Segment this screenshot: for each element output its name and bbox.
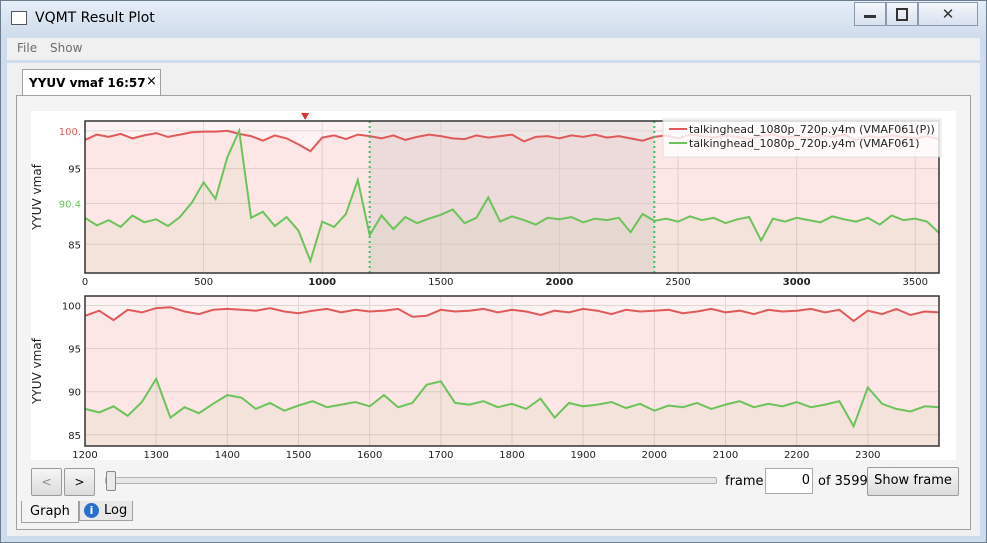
x-tick-label: 2000 <box>642 450 667 461</box>
x-tick-label: 1600 <box>357 450 382 461</box>
series-line <box>84 376 940 429</box>
x-tick-label: 3500 <box>903 277 928 288</box>
y-tick-label: 90 <box>68 388 81 399</box>
title-bar: VQMT Result Plot ✕ <box>1 1 986 37</box>
bottom-tab[interactable]: Graph <box>21 501 79 523</box>
x-tick-label: 3000 <box>783 277 811 288</box>
x-tick-label: 2200 <box>784 450 809 461</box>
series-area <box>85 130 939 273</box>
frame-input[interactable]: 0 <box>765 468 813 494</box>
x-tick-label: 1900 <box>570 450 595 461</box>
next-button[interactable]: > <box>64 468 95 496</box>
app-icon <box>11 11 27 25</box>
x-tick-label: 1400 <box>215 450 240 461</box>
tab[interactable]: YYUV vmaf 16:57 × <box>22 69 161 96</box>
series-area <box>85 378 939 446</box>
series-area <box>85 130 939 273</box>
maximize-button[interactable] <box>886 2 918 26</box>
window-title: VQMT Result Plot <box>35 10 155 26</box>
y-tick-label: 90.4 <box>59 199 81 210</box>
menu-item[interactable]: File <box>17 41 38 55</box>
y-tick-label: 95 <box>68 345 81 356</box>
frame-marker <box>301 113 310 120</box>
x-tick-label: 2100 <box>713 450 738 461</box>
y-tick-label: 100 <box>62 301 81 312</box>
x-tick-label: 1300 <box>143 450 168 461</box>
x-tick-label: 1500 <box>286 450 311 461</box>
tab-label: YYUV vmaf 16:57 <box>29 76 146 90</box>
frame-label: frame <box>725 474 764 489</box>
x-tick-label: 0 <box>82 277 88 288</box>
x-tick-label: 2500 <box>665 277 690 288</box>
x-tick-label: 500 <box>194 277 213 288</box>
legend-label: talkinghead_1080p_720p.y4m (VMAF061) <box>689 137 920 150</box>
show-frame-button[interactable]: Show frame <box>867 467 959 496</box>
plot-frame <box>84 295 940 447</box>
bottom-tab[interactable]: i Log <box>79 501 133 521</box>
series-line <box>84 306 940 323</box>
y-tick-label: 100. <box>59 127 81 138</box>
selection-region <box>369 121 655 273</box>
x-tick-label: 2000 <box>546 277 574 288</box>
legend-box <box>662 118 942 158</box>
series-line <box>84 127 940 264</box>
plots: 0 500 1000 1500 2000 2500 3000 3500 100. 95 90.4 85… <box>30 111 956 461</box>
prev-button[interactable]: < <box>31 468 62 496</box>
series-area <box>85 307 939 446</box>
x-tick-label: 1800 <box>499 450 524 461</box>
legend-label: talkinghead_1080p_720p.y4m (VMAF061(P)) <box>689 123 935 136</box>
frame-slider[interactable] <box>105 471 717 491</box>
x-tick-label: 2300 <box>855 450 880 461</box>
plot-frame <box>84 120 940 274</box>
y-tick-label: 85 <box>68 240 81 251</box>
info-icon: i <box>84 503 99 518</box>
minimize-button[interactable] <box>854 2 886 26</box>
y-tick-label: 85 <box>68 431 81 442</box>
bottom-tab-label: Log <box>104 503 128 518</box>
menu-item[interactable]: Show <box>50 41 83 55</box>
slider-handle[interactable] <box>106 471 116 491</box>
y-tick-label: 95 <box>68 165 81 176</box>
tab-close[interactable]: × <box>146 74 157 89</box>
y-axis-label: YYUV vmaf <box>30 337 44 405</box>
x-tick-label: 1700 <box>428 450 453 461</box>
x-tick-label: 1200 <box>72 450 97 461</box>
of-label: of 3599 <box>818 474 868 489</box>
close-button[interactable]: ✕ <box>918 2 978 26</box>
menu-bar: File Show <box>7 38 980 60</box>
y-axis-label: YYUV vmaf <box>30 163 44 231</box>
x-tick-label: 1500 <box>428 277 453 288</box>
x-tick-label: 1000 <box>308 277 336 288</box>
